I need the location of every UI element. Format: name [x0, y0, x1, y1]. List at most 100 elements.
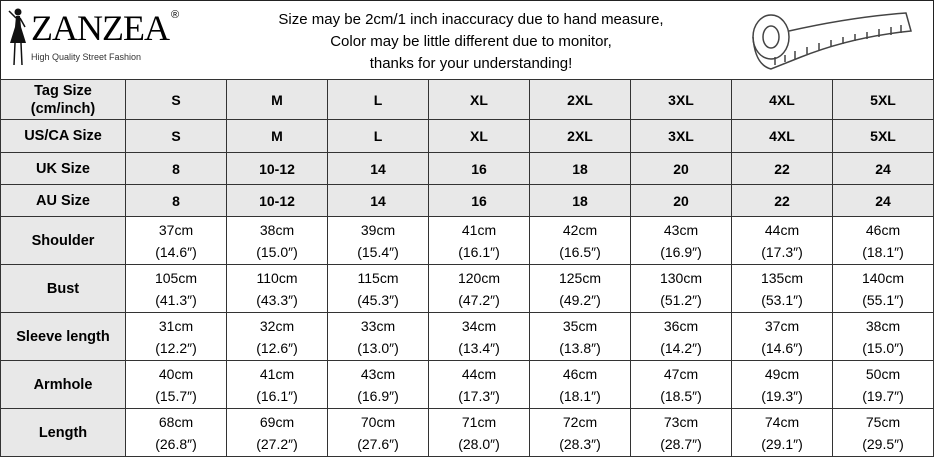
- cm-value: 38cm: [865, 317, 901, 334]
- cm-value: 68cm: [158, 413, 194, 430]
- inch-value: (28.3″): [559, 435, 601, 452]
- size-cell: 18: [529, 152, 631, 185]
- cm-value: 33cm: [360, 317, 396, 334]
- brand-name: ZANZEA: [31, 8, 170, 48]
- inch-value: (12.6″): [256, 339, 298, 356]
- cm-value: 130cm: [659, 269, 703, 286]
- cm-value: 41cm: [259, 365, 295, 382]
- measure-cell: 44cm (17.3″): [428, 360, 530, 409]
- measure-cell: 71cm (28.0″): [428, 408, 530, 457]
- row-label: AU Size: [0, 184, 126, 217]
- cm-value: 41cm: [461, 221, 497, 238]
- cm-value: 125cm: [558, 269, 602, 286]
- measuring-tape-icon: [752, 12, 912, 70]
- measure-cell: 41cm (16.1″): [226, 360, 328, 409]
- cm-value: 70cm: [360, 413, 396, 430]
- cm-value: 40cm: [158, 365, 194, 382]
- inch-value: (41.3″): [155, 291, 197, 308]
- size-cell: 18: [529, 184, 631, 217]
- size-chart-table: Tag Size (cm/inch) S M L XL 2XL 3XL 4XL 5XL US/CA…: [0, 79, 934, 457]
- row-label: Armhole: [0, 360, 126, 409]
- inch-value: (13.8″): [559, 339, 601, 356]
- measure-cell: 44cm (17.3″): [731, 216, 833, 265]
- size-cell: 3XL: [630, 79, 732, 120]
- size-cell: 4XL: [731, 79, 833, 120]
- inch-value: (13.0″): [357, 339, 399, 356]
- inch-value: (55.1″): [862, 291, 904, 308]
- cm-value: 37cm: [158, 221, 194, 238]
- cm-value: 44cm: [764, 221, 800, 238]
- size-cell: M: [226, 79, 328, 120]
- measure-cell: 39cm (15.4″): [327, 216, 429, 265]
- cm-value: 38cm: [259, 221, 295, 238]
- size-cell: 14: [327, 152, 429, 185]
- cm-value: 39cm: [360, 221, 396, 238]
- measure-cell: 41cm (16.1″): [428, 216, 530, 265]
- measure-cell: 135cm (53.1″): [731, 264, 833, 313]
- cm-value: 43cm: [663, 221, 699, 238]
- measure-row: Shoulder 37cm (14.6″) 38cm (15.0″) 39cm (15.4″…: [0, 216, 934, 265]
- measure-cell: 125cm (49.2″): [529, 264, 631, 313]
- measure-cell: 120cm (47.2″): [428, 264, 530, 313]
- cm-value: 49cm: [764, 365, 800, 382]
- measure-cell: 74cm (29.1″): [731, 408, 833, 457]
- brand-text: ZANZEA ® High Quality Street Fashion: [31, 7, 179, 63]
- measure-cell: 40cm (15.7″): [125, 360, 227, 409]
- inch-value: (27.2″): [256, 435, 298, 452]
- cm-value: 71cm: [461, 413, 497, 430]
- cm-value: 69cm: [259, 413, 295, 430]
- inch-value: (16.1″): [256, 387, 298, 404]
- cm-value: 120cm: [457, 269, 501, 286]
- measure-cell: 49cm (19.3″): [731, 360, 833, 409]
- inch-value: (16.5″): [559, 243, 601, 260]
- size-cell: 8: [125, 152, 227, 185]
- cm-value: 34cm: [461, 317, 497, 334]
- cm-value: 36cm: [663, 317, 699, 334]
- inch-value: (15.0″): [256, 243, 298, 260]
- cm-value: 50cm: [865, 365, 901, 382]
- cm-value: 46cm: [562, 365, 598, 382]
- inch-value: (16.9″): [660, 243, 702, 260]
- measurement-notice: Size may be 2cm/1 inch inaccuracy due to…: [221, 9, 721, 75]
- size-cell: 2XL: [529, 119, 631, 153]
- size-cell: 2XL: [529, 79, 631, 120]
- measure-cell: 37cm (14.6″): [125, 216, 227, 265]
- cm-value: 115cm: [357, 269, 399, 286]
- size-cell: M: [226, 119, 328, 153]
- size-cell: L: [327, 79, 429, 120]
- size-cell: 16: [428, 184, 530, 217]
- inch-value: (14.6″): [155, 243, 197, 260]
- brand-name-row: ZANZEA ®: [31, 7, 179, 49]
- chart-header: ZANZEA ® High Quality Street Fashion Siz…: [0, 0, 934, 79]
- size-cell: S: [125, 119, 227, 153]
- measure-cell: 47cm (18.5″): [630, 360, 732, 409]
- cm-value: 135cm: [760, 269, 804, 286]
- measure-cell: 105cm (41.3″): [125, 264, 227, 313]
- cm-value: 31cm: [158, 317, 194, 334]
- measure-cell: 43cm (16.9″): [630, 216, 732, 265]
- inch-value: (19.3″): [761, 387, 803, 404]
- row-label: Shoulder: [0, 216, 126, 265]
- inch-value: (29.5″): [862, 435, 904, 452]
- size-cell: L: [327, 119, 429, 153]
- size-cell: 5XL: [832, 79, 934, 120]
- measure-row: Length 68cm (26.8″) 69cm (27.2″) 70cm (27.6″) 7…: [0, 408, 934, 457]
- inch-value: (45.3″): [357, 291, 399, 308]
- cm-value: 74cm: [764, 413, 800, 430]
- size-cell: 24: [832, 184, 934, 217]
- measure-cell: 46cm (18.1″): [529, 360, 631, 409]
- cm-value: 32cm: [259, 317, 295, 334]
- measure-cell: 50cm (19.7″): [832, 360, 934, 409]
- size-cell: 16: [428, 152, 530, 185]
- inch-value: (18.1″): [862, 243, 904, 260]
- size-row: AU Size 8 10-12 14 16 18 20 22 24: [0, 184, 934, 217]
- size-cell: 22: [731, 152, 833, 185]
- measure-cell: 115cm (45.3″): [327, 264, 429, 313]
- measure-cell: 33cm (13.0″): [327, 312, 429, 361]
- inch-value: (26.8″): [155, 435, 197, 452]
- size-cell: 24: [832, 152, 934, 185]
- size-cell: XL: [428, 79, 530, 120]
- registered-mark: ®: [170, 9, 180, 21]
- cm-value: 35cm: [562, 317, 598, 334]
- measure-cell: 110cm (43.3″): [226, 264, 328, 313]
